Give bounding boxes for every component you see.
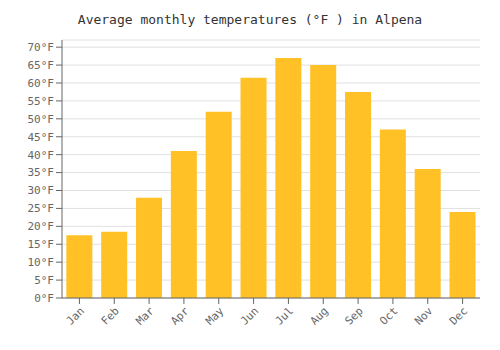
svg-text:50°F: 50°F — [28, 113, 55, 126]
svg-text:Jun: Jun — [238, 304, 261, 327]
svg-text:55°F: 55°F — [28, 95, 55, 108]
svg-text:Jul: Jul — [273, 304, 296, 327]
svg-text:0°F: 0°F — [34, 292, 54, 305]
svg-text:70°F: 70°F — [28, 41, 55, 54]
svg-text:Aug: Aug — [308, 304, 331, 327]
svg-text:May: May — [203, 304, 227, 328]
svg-text:35°F: 35°F — [28, 166, 55, 179]
svg-text:25°F: 25°F — [28, 202, 55, 215]
svg-text:Nov: Nov — [412, 304, 436, 328]
svg-text:15°F: 15°F — [28, 238, 55, 251]
svg-text:20°F: 20°F — [28, 220, 55, 233]
svg-text:5°F: 5°F — [34, 274, 54, 287]
svg-text:10°F: 10°F — [28, 256, 55, 269]
svg-text:45°F: 45°F — [28, 131, 55, 144]
svg-text:Apr: Apr — [168, 304, 192, 328]
svg-text:65°F: 65°F — [28, 59, 55, 72]
svg-text:Mar: Mar — [133, 304, 157, 328]
svg-text:Sep: Sep — [342, 304, 365, 327]
svg-text:60°F: 60°F — [28, 77, 55, 90]
svg-text:Oct: Oct — [377, 304, 400, 327]
svg-text:Feb: Feb — [99, 304, 122, 327]
svg-text:30°F: 30°F — [28, 184, 55, 197]
html-text:Average monthly temperatures (: Average monthly temperatures (°F ) in Al… — [77, 12, 423, 27]
svg-text:40°F: 40°F — [28, 149, 55, 162]
svg-text:Dec: Dec — [447, 304, 470, 327]
svg-text:Jan: Jan — [64, 304, 87, 327]
